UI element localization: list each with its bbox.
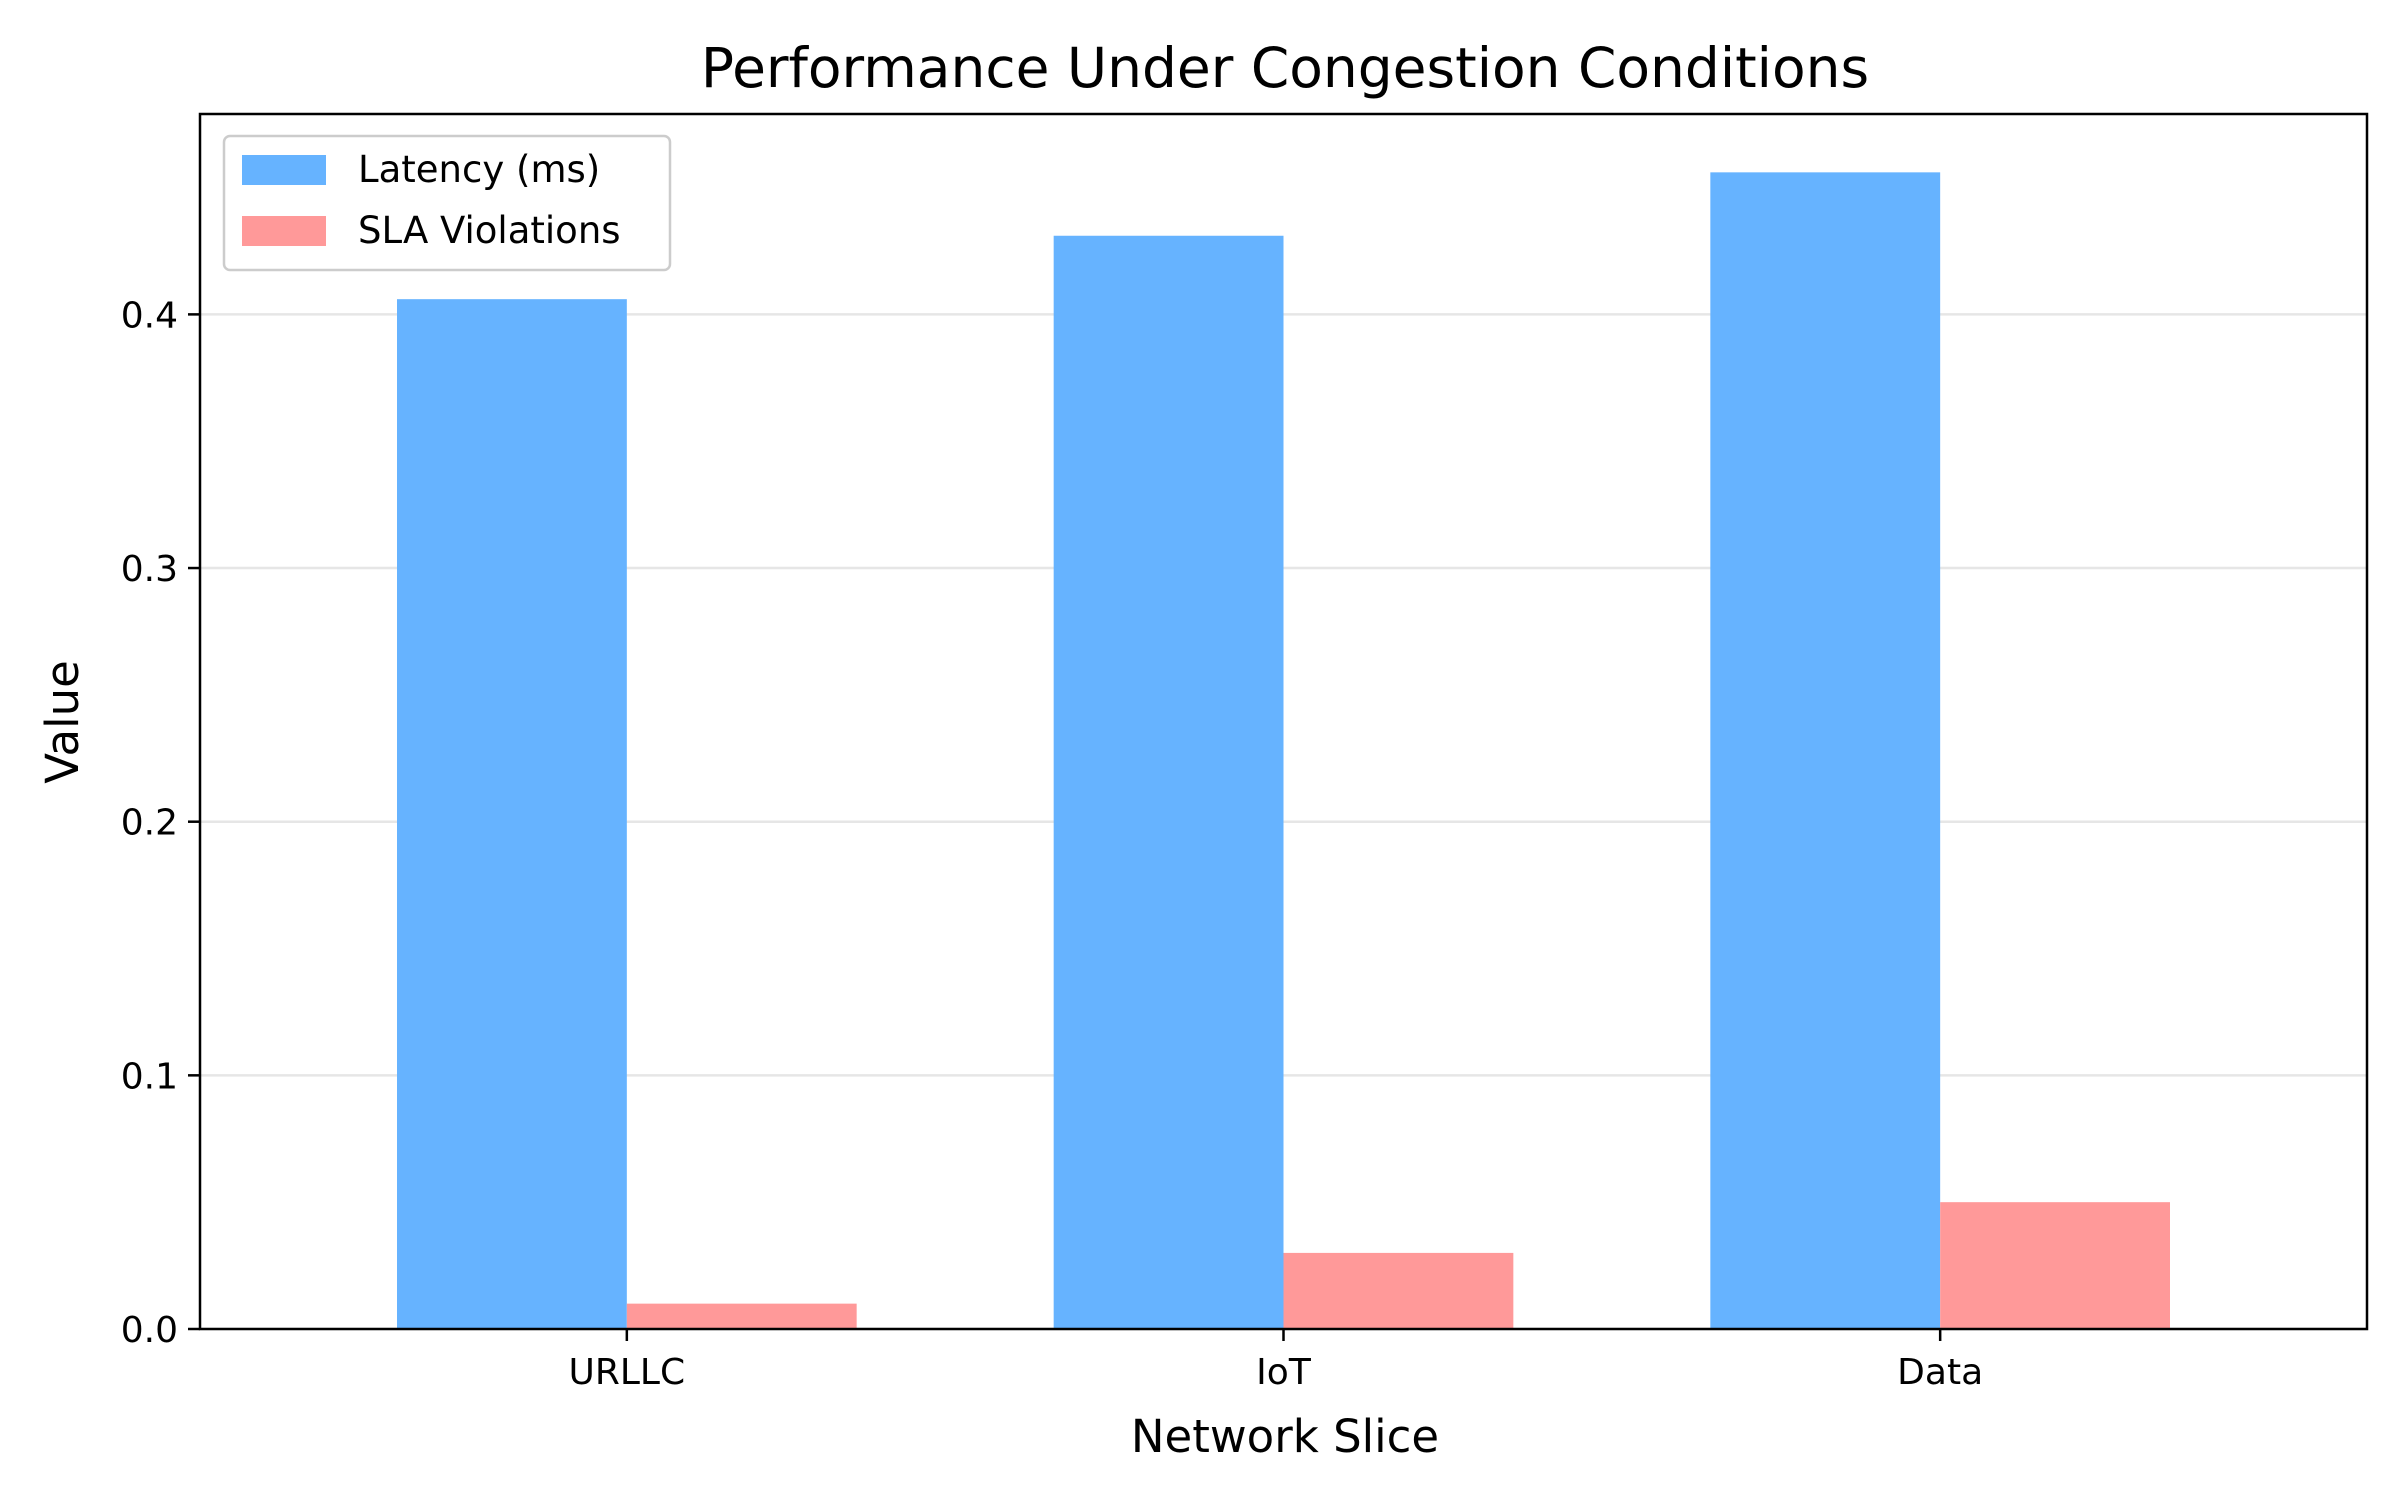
- legend: Latency (ms) SLA Violations: [222, 134, 672, 272]
- bars: [397, 172, 2170, 1330]
- y-tick-label-1: 0.1: [121, 1056, 178, 1097]
- y-axis-ticks: 0.0 0.1 0.2 0.3 0.4: [121, 295, 200, 1351]
- legend-frame: [222, 134, 672, 272]
- legend-label-sla-violations: SLA Violations: [358, 209, 621, 252]
- y-tick-label-2: 0.2: [121, 803, 178, 844]
- y-tick-label-0: 0.0: [121, 1310, 178, 1351]
- bar-latency-ms-iot: [1053, 235, 1284, 1329]
- bar-latency-ms-data: [1710, 172, 1941, 1329]
- x-tick-label-iot: IoT: [1256, 1352, 1312, 1393]
- legend-label-latency: Latency (ms): [358, 148, 600, 191]
- legend-swatch-sla-violations: [242, 216, 326, 246]
- x-tick-label-data: Data: [1897, 1352, 1983, 1393]
- bar-sla-violations-data: [1940, 1202, 2170, 1329]
- legend-swatch-latency: [242, 155, 326, 185]
- y-tick-label-4: 0.4: [121, 295, 178, 336]
- y-tick-label-3: 0.3: [121, 549, 178, 590]
- x-axis-label: Network Slice: [1131, 1410, 1439, 1463]
- bar-latency-ms-urllc: [397, 299, 627, 1330]
- x-tick-label-urllc: URLLC: [569, 1352, 686, 1393]
- chart-title: Performance Under Congestion Conditions: [701, 36, 1869, 100]
- bar-sla-violations-urllc: [626, 1303, 857, 1329]
- bar-sla-violations-iot: [1283, 1252, 1514, 1329]
- x-axis-ticks: URLLC IoT Data: [569, 1329, 1983, 1393]
- y-axis-label: Value: [36, 660, 89, 784]
